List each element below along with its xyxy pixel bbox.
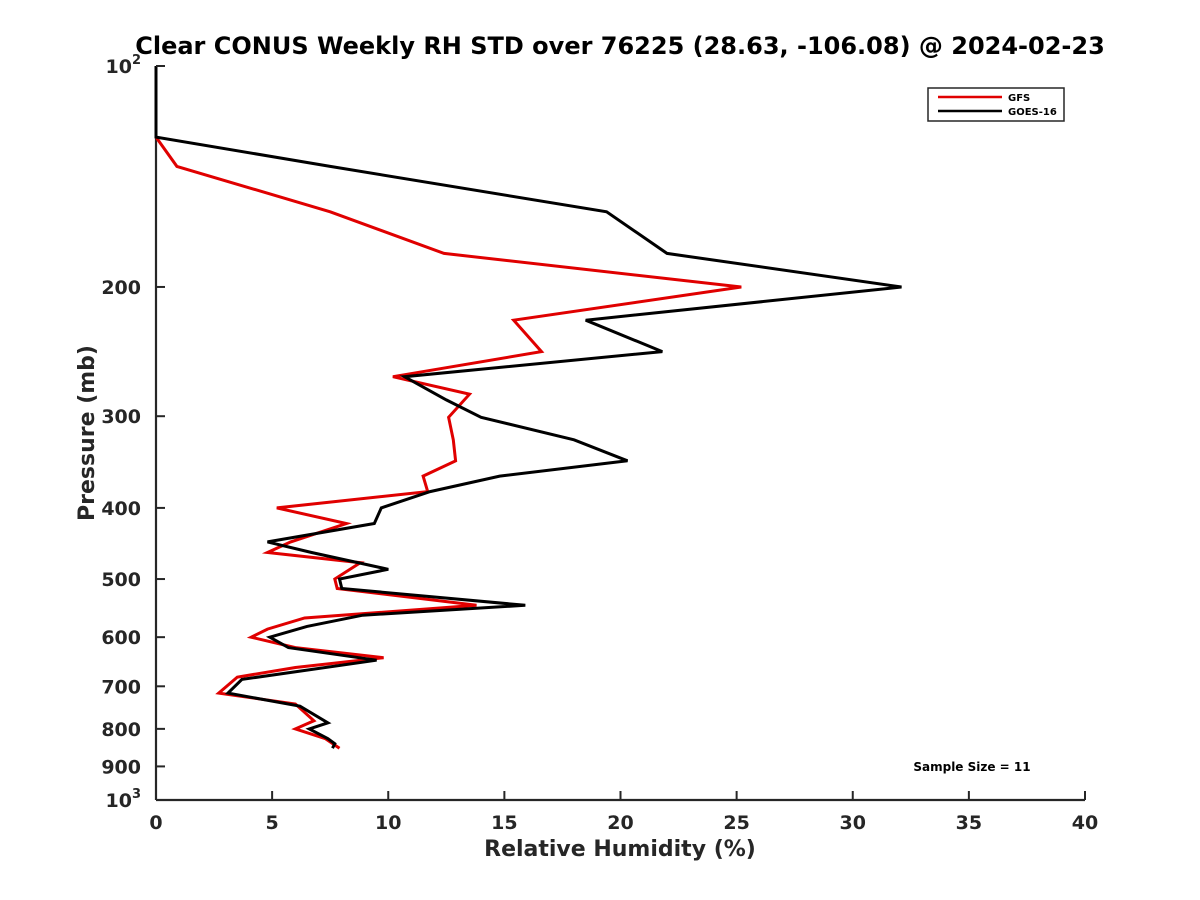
x-tick-label: 25 xyxy=(723,812,749,834)
y-tick-label: 800 xyxy=(101,719,141,741)
y-tick-label: 900 xyxy=(101,756,141,778)
sample-size-annotation: Sample Size = 11 xyxy=(913,760,1030,774)
legend-label-goes-16: GOES-16 xyxy=(1008,107,1057,118)
plot-area xyxy=(154,66,1085,802)
series-line-goes-16 xyxy=(154,66,902,749)
x-tick-label: 5 xyxy=(266,812,279,834)
x-axis-label: Relative Humidity (%) xyxy=(484,837,756,862)
axis-ticks: 0 5 10 15 20 25 30 35 40 102 200 300 400 500 600 700 800… xyxy=(101,53,1098,834)
legend: GFS GOES-16 xyxy=(927,87,1065,122)
x-tick-label: 40 xyxy=(1072,812,1098,834)
y-tick-label: 400 xyxy=(101,498,141,520)
y-tick-label: 600 xyxy=(101,627,141,649)
y-tick-label: 103 xyxy=(106,787,142,812)
y-axis-label: Pressure (mb) xyxy=(75,345,100,521)
y-tick-label: 700 xyxy=(101,676,141,698)
x-tick-label: 0 xyxy=(149,812,162,834)
x-tick-label: 35 xyxy=(956,812,982,834)
legend-label-gfs: GFS xyxy=(1008,93,1030,104)
y-tick-label: 102 xyxy=(106,53,142,78)
x-tick-label: 15 xyxy=(491,812,517,834)
x-tick-label: 10 xyxy=(375,812,401,834)
series-line-gfs xyxy=(154,66,742,750)
x-tick-label: 20 xyxy=(607,812,633,834)
chart-title: Clear CONUS Weekly RH STD over 76225 (28… xyxy=(135,32,1105,60)
x-tick-label: 30 xyxy=(840,812,866,834)
y-tick-label: 200 xyxy=(101,277,141,299)
y-tick-label: 500 xyxy=(101,569,141,591)
y-tick-label: 300 xyxy=(101,406,141,428)
legend-box xyxy=(927,87,1065,122)
series-layer xyxy=(154,66,902,750)
